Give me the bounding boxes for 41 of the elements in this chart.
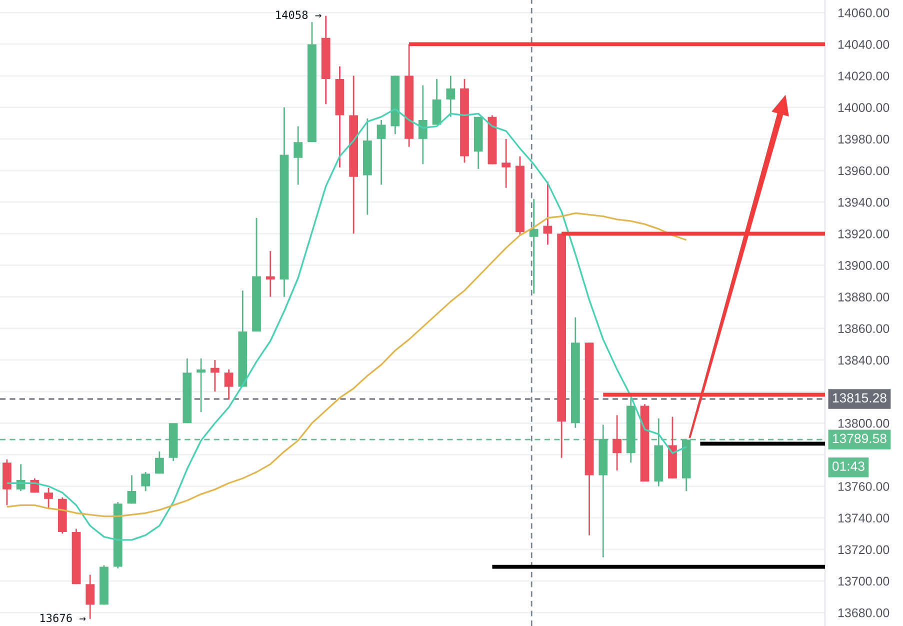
candlestick — [155, 450, 164, 474]
y-tick-label: 13680.00 — [838, 608, 890, 618]
y-tick-label: 14000.00 — [838, 103, 890, 112]
candlestick — [418, 84, 428, 165]
y-tick-label: 14020.00 — [838, 72, 890, 80]
y-tick-label: 13960.00 — [838, 166, 890, 176]
candlestick — [612, 414, 622, 472]
y-tick-label: 13940.00 — [838, 198, 890, 207]
y-tick-label: 13840.00 — [838, 356, 890, 365]
line-series — [6, 212, 688, 518]
candlestick — [502, 138, 511, 189]
annotation: 14058 → — [276, 10, 322, 20]
candlestick — [543, 180, 552, 246]
candlestick — [141, 471, 150, 492]
y-tick-label: 13700.00 — [838, 576, 890, 586]
y-tick-label: 13980.00 — [838, 134, 890, 144]
text: 01:43 — [832, 462, 864, 471]
y-tick-label: 14040.00 — [838, 40, 890, 49]
y-tick-label: 13760.00 — [838, 482, 890, 491]
annotation: 13676 → — [40, 614, 86, 622]
y-tick-label: 13860.00 — [838, 324, 890, 334]
candlestick — [210, 359, 220, 392]
candlestick — [529, 198, 538, 294]
y-tick-label: 13880.00 — [838, 292, 890, 302]
candlestick — [294, 126, 303, 186]
candlestick — [44, 487, 53, 510]
y-tick-label: 13800.00 — [838, 418, 890, 428]
y-tick-label: 14060.00 — [838, 8, 890, 18]
ref-line-label: 13815.28 — [832, 393, 886, 403]
candlestick — [196, 358, 206, 413]
y-tick-label: 13740.00 — [838, 514, 890, 523]
y-tick-label: 13720.00 — [838, 545, 890, 554]
candlestick — [266, 250, 275, 298]
candlestick — [224, 368, 234, 400]
y-tick-label: 13900.00 — [838, 261, 890, 270]
candlestick — [376, 119, 386, 186]
ref-line-label: 13789.58 — [832, 434, 886, 444]
y-tick-label: 13920.00 — [838, 229, 890, 238]
candlestick — [446, 75, 456, 118]
candlestick — [86, 574, 95, 620]
candlestick — [127, 474, 136, 504]
